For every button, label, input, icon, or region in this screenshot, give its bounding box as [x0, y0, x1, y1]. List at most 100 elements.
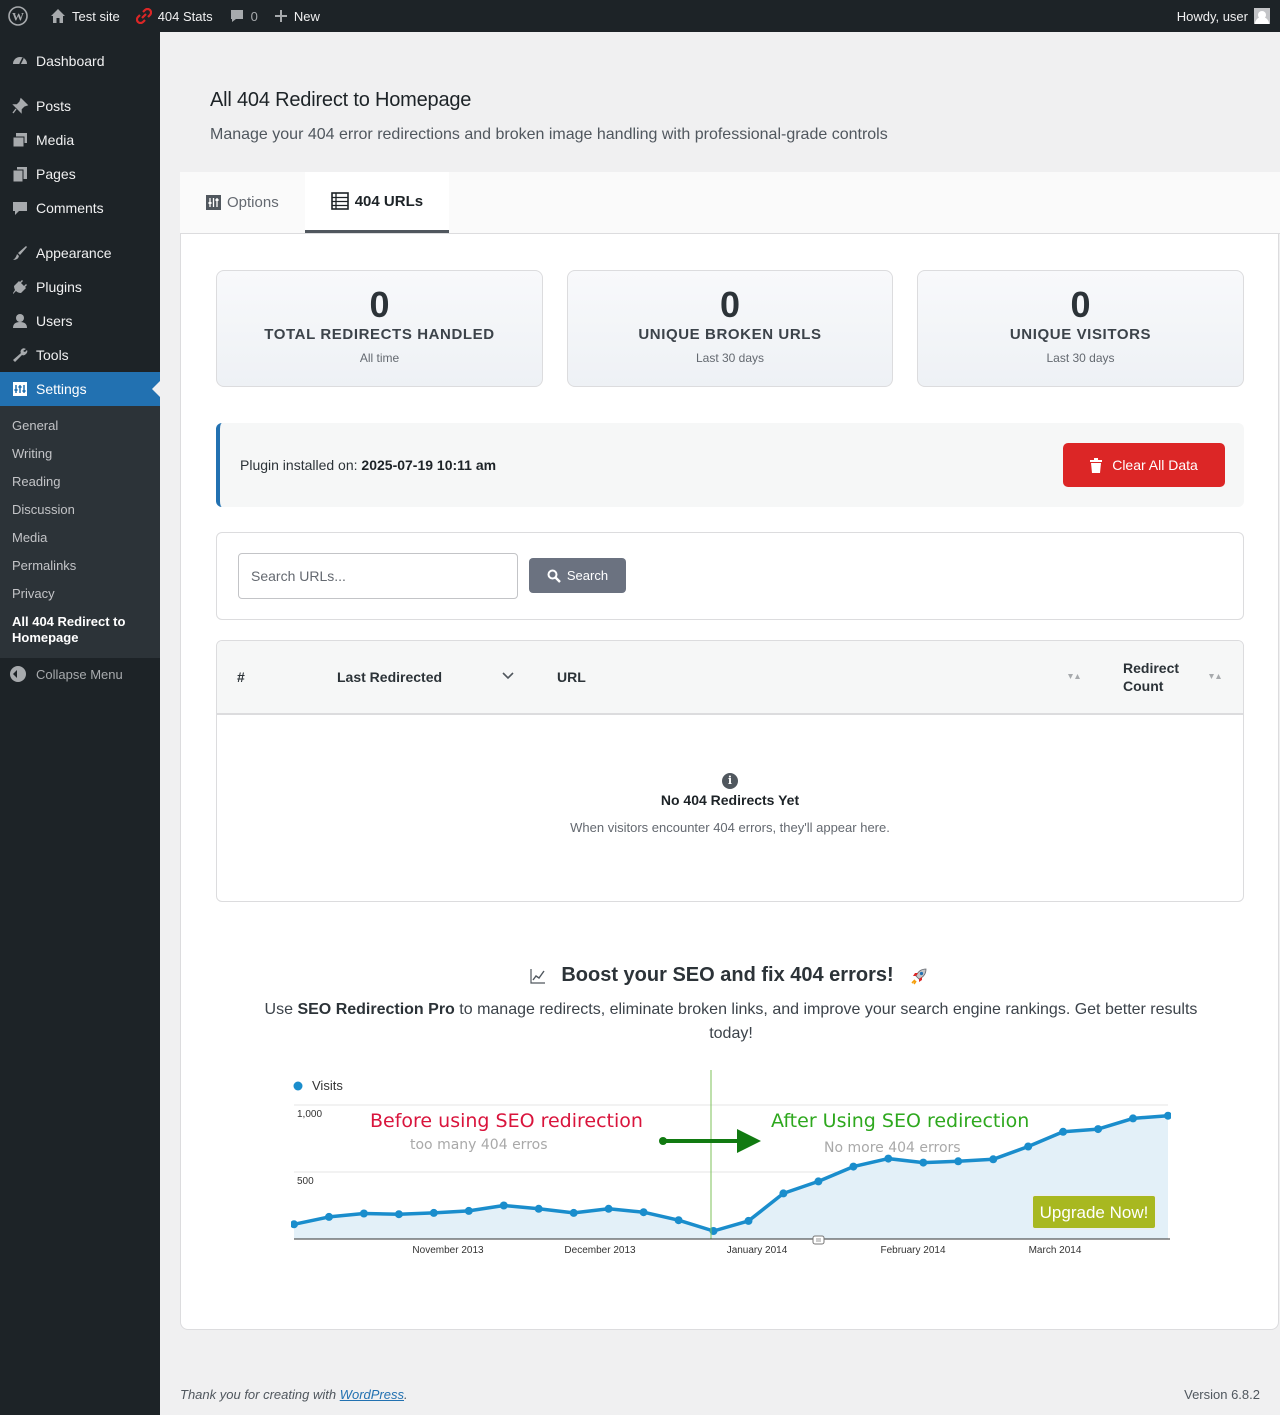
stat-card-unique-broken-urls: 0 UNIQUE BROKEN URLS Last 30 days: [567, 270, 893, 387]
search-input[interactable]: [238, 553, 518, 599]
page-subtitle: Manage your 404 error redirections and b…: [210, 126, 888, 143]
column-url[interactable]: URL: [557, 669, 586, 685]
data-point: [464, 1206, 473, 1215]
footer-thanks-prefix: Thank you for creating with: [180, 1387, 337, 1402]
sidebar-item-label: Pages: [36, 166, 76, 182]
column-redirect-count[interactable]: Redirect Count: [1123, 660, 1180, 694]
site-name-label: Test site: [72, 8, 120, 24]
data-point: [325, 1212, 333, 1221]
tab-404-urls[interactable]: 404 URLs: [304, 172, 450, 233]
settings-icon: [10, 379, 30, 399]
stat-value: 0: [719, 284, 741, 325]
howdy-label: Howdy, user: [1176, 8, 1248, 24]
submenu-media[interactable]: Media: [12, 530, 48, 545]
stat-period: Last 30 days: [695, 351, 765, 365]
clear-all-data-button[interactable]: Clear All Data: [1063, 443, 1225, 487]
sidebar-item-label: Tools: [36, 347, 69, 363]
info-icon: i: [722, 773, 738, 789]
data-point: [429, 1208, 438, 1217]
submenu-privacy[interactable]: Privacy: [12, 586, 55, 601]
submenu-404-redirect[interactable]: All 404 Redirect to Homepage: [12, 614, 126, 645]
annotation-flag-icon: [812, 1235, 825, 1245]
sidebar-item-plugins[interactable]: Plugins: [0, 270, 160, 304]
stat-value: 0: [1070, 284, 1091, 325]
stats-link[interactable]: 404 Stats: [128, 0, 221, 32]
promo-text-suffix: to manage redirects, eliminate broken li…: [459, 1001, 1198, 1042]
visits-area: [294, 1115, 1168, 1239]
data-point: [1164, 1111, 1171, 1120]
new-label: New: [293, 8, 320, 24]
search-button-label: Search: [566, 568, 609, 583]
stat-label: TOTAL REDIRECTS HANDLED: [264, 326, 495, 343]
collapse-menu-button[interactable]: Collapse Menu: [0, 658, 160, 690]
submenu-discussion[interactable]: Discussion: [12, 502, 75, 517]
submenu-writing[interactable]: Writing: [12, 446, 53, 461]
data-point: [744, 1216, 753, 1225]
site-name-link[interactable]: Test site: [42, 0, 128, 32]
data-point: [569, 1208, 578, 1217]
plus-icon: [274, 10, 287, 22]
tab-options[interactable]: Options: [180, 172, 305, 233]
sidebar-item-comments[interactable]: Comments: [0, 191, 160, 225]
sidebar-item-media[interactable]: Media: [0, 123, 160, 157]
collapse-label: Collapse Menu: [36, 666, 123, 682]
visits-line: [293, 1113, 1169, 1233]
tab-bar: Options 404 URLs: [180, 172, 1280, 234]
sidebar-item-tools[interactable]: Tools: [0, 338, 160, 372]
sidebar-item-settings[interactable]: Settings: [0, 372, 160, 406]
settings-icon: [206, 195, 221, 210]
promo-title-text: Boost your SEO and fix 404 errors!: [561, 964, 894, 986]
sidebar-item-dashboard[interactable]: Dashboard: [0, 44, 160, 78]
upgrade-now-button[interactable]: Upgrade Now!: [1031, 1194, 1157, 1230]
stat-period: All time: [359, 351, 400, 365]
data-point: [954, 1157, 963, 1166]
data-point: [989, 1155, 998, 1164]
submenu-general[interactable]: General: [12, 418, 59, 433]
sort-arrows-icon[interactable]: [1067, 672, 1081, 682]
footer-thanks-suffix: .: [404, 1387, 408, 1402]
search-button[interactable]: Search: [529, 558, 626, 593]
comment-icon: [10, 198, 30, 218]
redirects-table: # Last Redirected URL Redirect Count i N…: [216, 640, 1244, 902]
stat-period: Last 30 days: [1046, 351, 1115, 365]
media-icon: [10, 130, 30, 150]
data-point: [1059, 1127, 1068, 1136]
sidebar-item-label: Users: [36, 313, 73, 329]
avatar: [1254, 8, 1270, 24]
broken-link-icon: [135, 8, 152, 24]
data-point: [674, 1216, 683, 1225]
stat-card-unique-visitors: 0 UNIQUE VISITORS Last 30 days: [917, 270, 1244, 387]
page-title: All 404 Redirect to Homepage: [210, 89, 472, 111]
admin-sidebar: Dashboard Posts Media Pages Comments App…: [0, 32, 160, 1415]
stat-label: UNIQUE VISITORS: [1009, 326, 1152, 343]
arrow-right-icon: [659, 1129, 761, 1153]
sidebar-item-posts[interactable]: Posts: [0, 89, 160, 123]
data-point: [779, 1189, 788, 1198]
empty-state: i No 404 Redirects Yet When visitors enc…: [217, 773, 1243, 835]
new-content-link[interactable]: New: [266, 0, 328, 32]
sidebar-item-pages[interactable]: Pages: [0, 157, 160, 191]
comments-count: 0: [250, 8, 258, 24]
comments-link[interactable]: 0: [221, 0, 266, 32]
submenu-reading[interactable]: Reading: [12, 474, 61, 489]
sidebar-item-users[interactable]: Users: [0, 304, 160, 338]
wordpress-link[interactable]: WordPress: [339, 1387, 404, 1402]
column-last-redirected[interactable]: Last Redirected: [337, 669, 443, 685]
sidebar-item-label: Dashboard: [36, 53, 105, 69]
legend-marker: [293, 1081, 303, 1091]
sidebar-item-appearance[interactable]: Appearance: [0, 236, 160, 270]
account-menu[interactable]: Howdy, user: [1177, 8, 1280, 24]
chevron-down-icon[interactable]: [502, 671, 514, 681]
legend-label: Visits: [312, 1078, 343, 1093]
install-info: Plugin installed on: 2025-07-19 10:11 am: [240, 457, 496, 473]
sort-arrows-icon[interactable]: [1208, 672, 1222, 682]
data-point: [919, 1158, 928, 1167]
after-subtitle: No more 404 errors: [824, 1140, 961, 1156]
wordpress-logo-icon[interactable]: W: [0, 0, 42, 32]
sidebar-item-label: Comments: [36, 200, 104, 216]
admin-bar: W Test site 404 Stats 0 New Howdy, user: [0, 0, 1280, 32]
submenu-permalinks[interactable]: Permalinks: [12, 558, 77, 573]
y-tick-label: 500: [297, 1176, 314, 1187]
y-tick-label: 1,000: [297, 1109, 322, 1120]
stat-label: UNIQUE BROKEN URLS: [638, 326, 822, 343]
